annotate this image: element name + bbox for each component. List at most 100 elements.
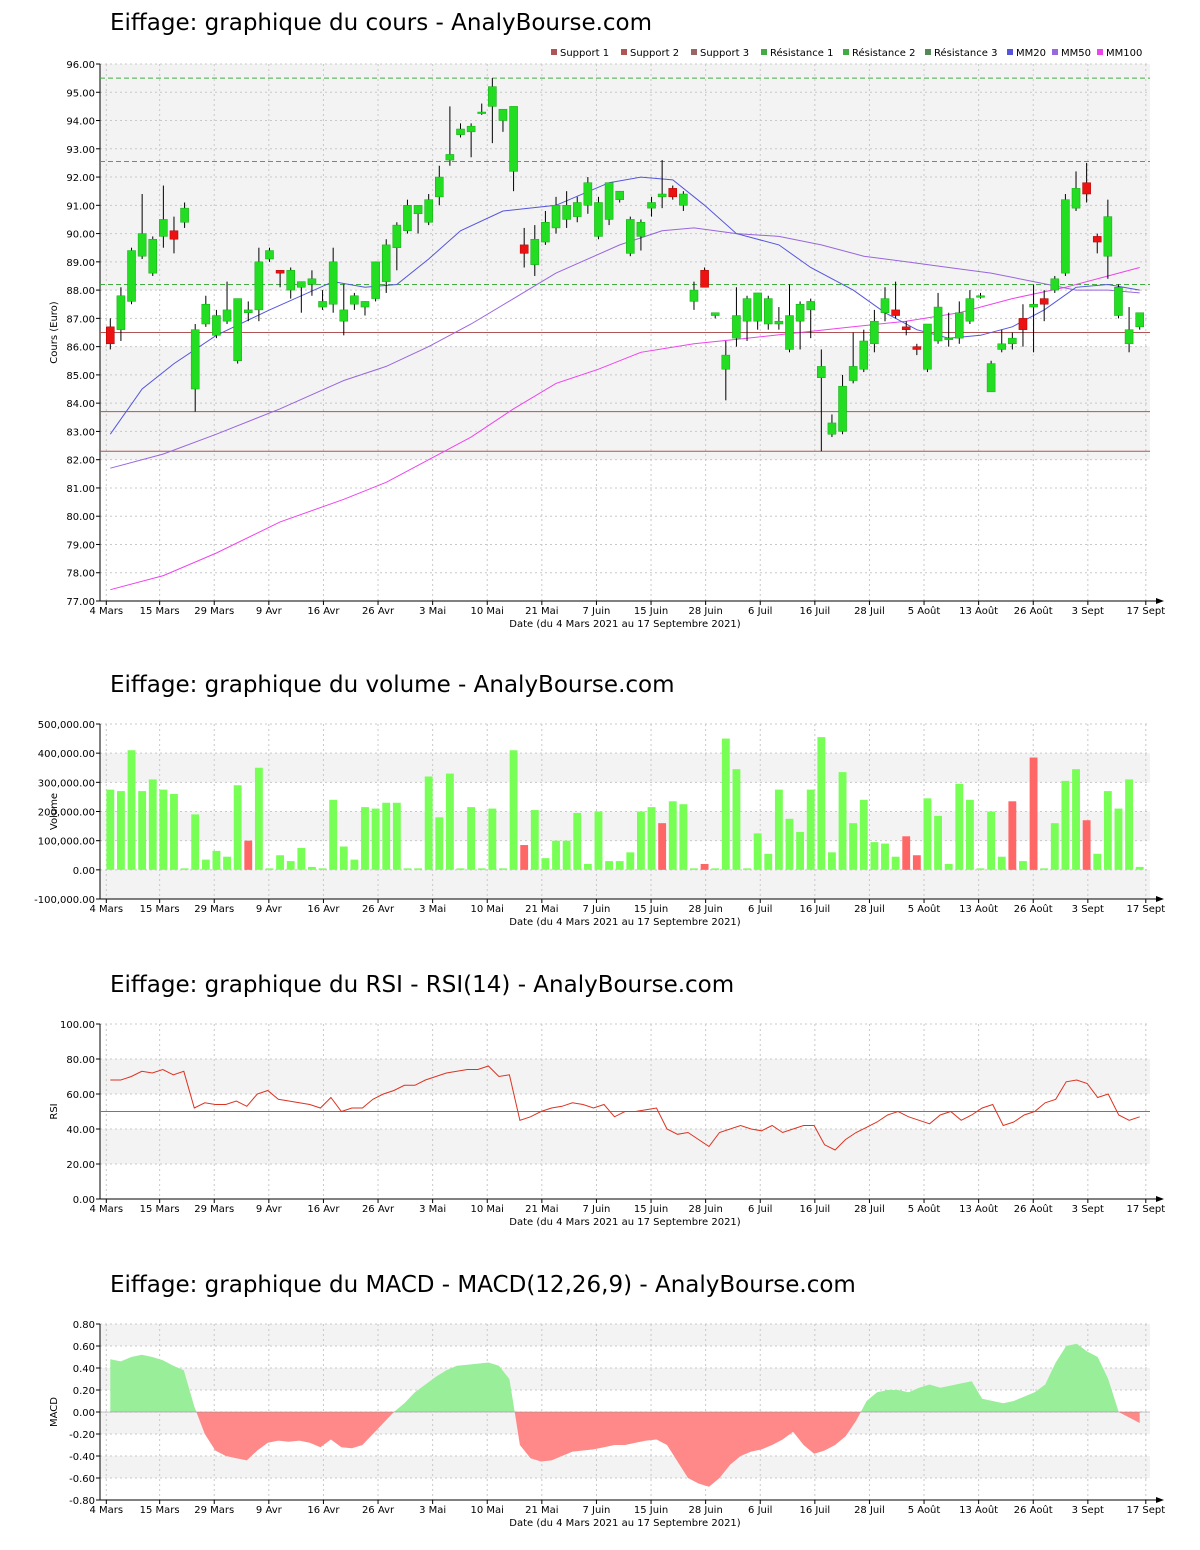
volume-bar (488, 808, 497, 870)
x-tick-label: 16 Juil (799, 904, 830, 915)
volume-x-axis-label: Date (du 4 Mars 2021 au 17 Septembre 202… (509, 917, 741, 928)
candle-body (212, 315, 221, 336)
volume-bar (1125, 779, 1134, 870)
candle-body (912, 346, 922, 350)
y-tick-label: 300,000.00 (38, 778, 95, 789)
y-tick-label: 85.00 (66, 371, 95, 382)
candle (880, 287, 890, 322)
y-tick-label: 78.00 (66, 569, 95, 580)
volume-bar (785, 818, 794, 870)
volume-bar (1093, 853, 1102, 870)
y-tick-label: 60.00 (66, 1090, 95, 1101)
candle (955, 301, 964, 344)
volume-bar (520, 845, 529, 870)
macd-y-axis-label: MACD (49, 1397, 60, 1427)
volume-bar (923, 798, 932, 870)
volume-bar (700, 864, 709, 870)
candle (594, 196, 603, 240)
candle (509, 106, 518, 192)
volume-bar (976, 868, 985, 870)
candle-body (169, 230, 179, 240)
volume-bar (562, 840, 571, 870)
volume-bar (233, 785, 242, 870)
candle (403, 199, 412, 234)
volume-bar (414, 868, 422, 870)
candle-body (371, 261, 380, 299)
candle-body (1050, 278, 1060, 291)
x-tick-label: 21 Mai (525, 904, 558, 915)
volume-bar (223, 856, 231, 870)
candle (1135, 312, 1144, 330)
macd-negative-area (1118, 1412, 1140, 1423)
candle (901, 321, 911, 336)
volume-bar (743, 868, 751, 870)
candle (933, 292, 943, 344)
candle-body (955, 312, 964, 339)
volume-bar (329, 799, 338, 870)
rsi-y-axis-label: RSI (49, 1103, 60, 1119)
mm100-line (110, 267, 1140, 591)
x-axis-arrow-icon (1156, 1497, 1164, 1503)
volume-bar (276, 855, 285, 870)
candle-body (838, 385, 847, 432)
candle-body (541, 222, 550, 243)
x-tick-label: 21 Mai (525, 606, 558, 617)
candle (286, 267, 295, 299)
candle (1114, 284, 1123, 319)
macd-negative-area (514, 1412, 861, 1487)
rsi-line (110, 1065, 1140, 1151)
volume-bar (902, 836, 911, 870)
volume-bar (1082, 820, 1091, 870)
volume-bar (605, 861, 614, 870)
y-tick-label: -0.40 (69, 1452, 95, 1463)
candle (1103, 199, 1113, 279)
x-tick-label: 15 Mars (140, 1505, 180, 1516)
candle (1071, 171, 1081, 211)
y-tick-label: 94.00 (66, 117, 95, 128)
y-tick-label: -100,000.00 (34, 895, 95, 906)
candle-body (572, 202, 582, 217)
candle-body (381, 244, 391, 282)
plot-band (100, 1324, 1150, 1346)
volume-bar (615, 861, 624, 870)
x-tick-label: 16 Avr (307, 904, 340, 915)
x-axis-arrow-icon (1156, 896, 1164, 902)
volume-bar (859, 799, 868, 870)
candle (297, 281, 306, 313)
volume-bar (912, 855, 921, 870)
candle (381, 239, 391, 293)
candle-body (275, 270, 285, 274)
candle-body (965, 298, 975, 322)
candle-body (318, 301, 327, 308)
volume-bar (1135, 866, 1144, 870)
legend-swatch (925, 49, 931, 55)
candle (986, 360, 996, 393)
volume-bar (467, 807, 476, 870)
x-tick-label: 9 Avr (256, 904, 283, 915)
candle (350, 292, 359, 310)
x-tick-label: 17 Sept (1126, 606, 1165, 617)
volume-bar (180, 868, 189, 870)
candle-body (636, 222, 646, 237)
candle (1124, 307, 1134, 353)
x-tick-label: 28 Juil (854, 904, 885, 915)
x-tick-label: 5 Août (908, 1504, 941, 1516)
x-tick-label: 5 Août (908, 605, 941, 617)
candle (742, 295, 752, 341)
volume-bar (445, 773, 454, 870)
y-tick-label: 0.80 (73, 1320, 95, 1331)
volume-bar (456, 868, 465, 870)
candle (551, 196, 561, 234)
candle (1061, 194, 1070, 276)
volume-bar (509, 750, 518, 870)
volume-chart-title: Eiffage: graphique du volume - AnalyBour… (110, 672, 675, 698)
volume-bar (987, 811, 996, 870)
candle-body (350, 295, 359, 305)
volume-chart: -100,000.00 0.00 100,000.00 200,000.00 300,0… (34, 720, 1165, 928)
y-tick-label: 100,000.00 (38, 837, 95, 848)
candle (827, 414, 837, 438)
volume-bar (308, 866, 316, 870)
candle-body (116, 295, 126, 330)
legend-swatch (551, 49, 557, 55)
candle (222, 281, 232, 325)
